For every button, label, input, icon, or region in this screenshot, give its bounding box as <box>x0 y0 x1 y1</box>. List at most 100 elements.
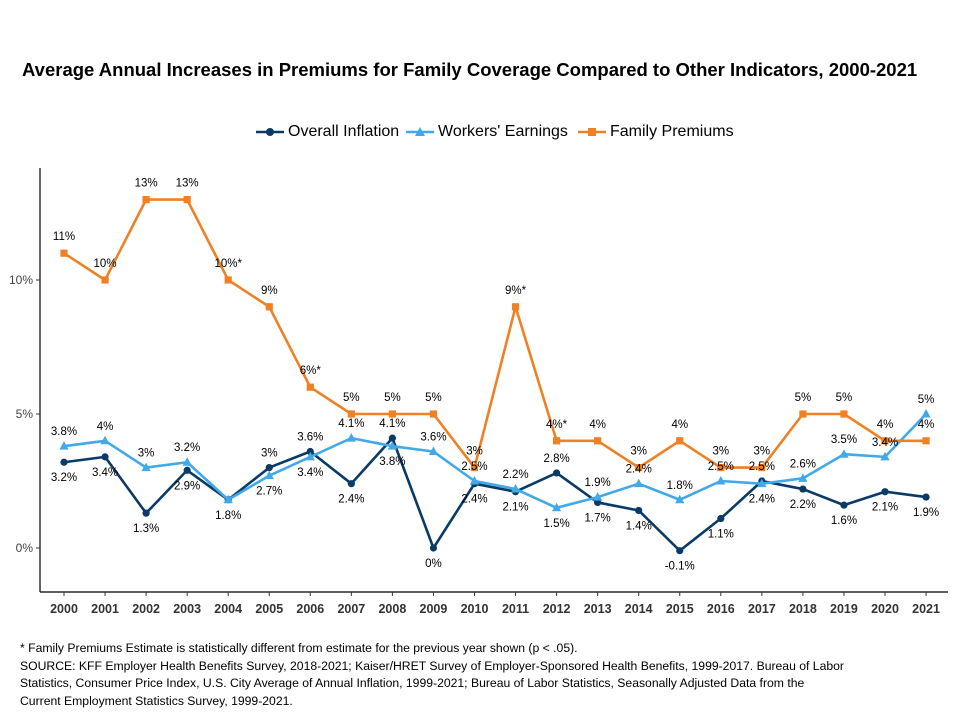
x-tick-label: 2017 <box>748 602 776 616</box>
chart-title: Average Annual Increases in Premiums for… <box>22 59 918 80</box>
legend-marker-triangle-icon <box>406 127 434 136</box>
x-tick-label: 2021 <box>912 602 940 616</box>
data-label: 1.7% <box>585 512 611 524</box>
data-point <box>388 434 396 442</box>
data-point <box>60 249 68 257</box>
data-label: 13% <box>135 178 158 190</box>
data-label: 4% <box>877 419 894 431</box>
data-label: 1.3% <box>133 523 159 535</box>
data-point <box>881 488 889 496</box>
data-label: 1.6% <box>831 515 857 527</box>
data-label: 5% <box>836 392 853 404</box>
source-line: Statistics, Consumer Price Index, U.S. C… <box>20 676 805 690</box>
legend-item-workers-earnings: Workers' Earnings <box>406 120 568 144</box>
data-point <box>799 485 807 493</box>
data-point <box>839 449 849 458</box>
x-tick-label: 2011 <box>502 602 529 616</box>
data-label: 2.4% <box>626 464 652 476</box>
legend-marker-square-icon <box>578 128 606 136</box>
legend-item-overall-inflation: Overall Inflation <box>256 120 399 144</box>
data-point <box>675 494 685 504</box>
data-label: 3% <box>754 446 771 458</box>
data-point <box>428 446 439 456</box>
y-tick-label: 0% <box>16 541 34 555</box>
data-point <box>59 441 69 450</box>
data-label: 3.5% <box>831 434 857 446</box>
x-tick-label: 2012 <box>543 602 571 616</box>
data-label: 9%* <box>505 285 527 297</box>
x-tick-label: 2018 <box>789 602 817 616</box>
data-label: 10% <box>94 258 117 270</box>
data-label: 3.8% <box>379 456 405 468</box>
data-label: 3.4% <box>872 437 898 449</box>
data-point <box>347 480 355 488</box>
legend-item-family-premiums: Family Premiums <box>578 120 734 144</box>
data-point <box>60 458 68 466</box>
source-line: Current Employment Statistics Survey, 19… <box>20 693 293 708</box>
chart-footnotes: * Family Premiums Estimate is statistica… <box>20 640 940 710</box>
data-point <box>306 447 314 456</box>
data-label: 2.9% <box>174 480 200 492</box>
data-point <box>182 457 192 466</box>
data-point <box>429 544 438 552</box>
data-label: 5% <box>343 392 360 404</box>
data-point <box>840 410 848 418</box>
data-label: 3.4% <box>92 467 118 479</box>
data-point <box>717 514 725 523</box>
series-line <box>63 198 927 469</box>
data-point <box>347 410 355 418</box>
data-point <box>264 470 274 480</box>
data-point <box>183 196 191 204</box>
data-label: 5% <box>918 394 935 406</box>
x-tick-label: 2005 <box>255 602 283 616</box>
data-label: 2.4% <box>749 494 775 506</box>
data-point <box>798 473 808 482</box>
x-tick-label: 2004 <box>214 602 242 616</box>
data-label: 4%* <box>546 419 568 431</box>
data-label: 2.8% <box>543 453 569 465</box>
source-line: SOURCE: KFF Employer Health Benefits Sur… <box>20 658 844 673</box>
data-point <box>265 464 273 472</box>
y-tick-label: 5% <box>16 407 34 421</box>
data-point <box>429 410 438 418</box>
data-point <box>306 383 314 391</box>
data-point <box>553 469 561 477</box>
data-point <box>142 509 150 517</box>
x-tick-label: 2015 <box>666 602 694 616</box>
data-label: 1.8% <box>667 480 693 492</box>
x-tick-label: 2000 <box>50 602 78 616</box>
data-point <box>510 484 521 493</box>
legend-label: Workers' Earnings <box>438 123 568 140</box>
data-label: 3% <box>261 448 278 460</box>
data-label: 4.1% <box>338 418 364 430</box>
data-point <box>553 437 561 445</box>
data-point <box>101 276 109 284</box>
data-label: 1.9% <box>913 507 939 519</box>
x-tick-label: 2019 <box>830 602 858 616</box>
data-label: 2.6% <box>790 458 816 470</box>
x-tick-label: 2008 <box>378 602 406 616</box>
data-label: 2.5% <box>461 461 487 473</box>
data-label: 3.2% <box>174 442 200 454</box>
data-label: 3% <box>712 446 729 458</box>
data-point <box>757 478 767 488</box>
data-label: 1.5% <box>543 518 569 530</box>
data-label: 10%* <box>214 258 242 270</box>
x-tick-label: 2001 <box>91 602 119 616</box>
chart-legend: Overall Inflation Workers' Earnings Fami… <box>0 120 957 144</box>
data-point <box>799 410 807 418</box>
series-line <box>63 436 927 552</box>
data-label: 6%* <box>300 365 322 377</box>
data-point <box>388 410 396 418</box>
data-point <box>101 453 109 461</box>
data-label: 3% <box>138 448 155 460</box>
data-label: 13% <box>176 178 199 190</box>
data-label: 4% <box>97 421 114 433</box>
series-line <box>63 413 927 510</box>
data-point <box>141 462 151 472</box>
data-point <box>716 476 726 485</box>
legend-label: Overall Inflation <box>288 123 400 140</box>
data-label: 2.5% <box>749 461 775 473</box>
data-label: 1.1% <box>708 529 734 541</box>
data-label: 11% <box>53 231 75 243</box>
